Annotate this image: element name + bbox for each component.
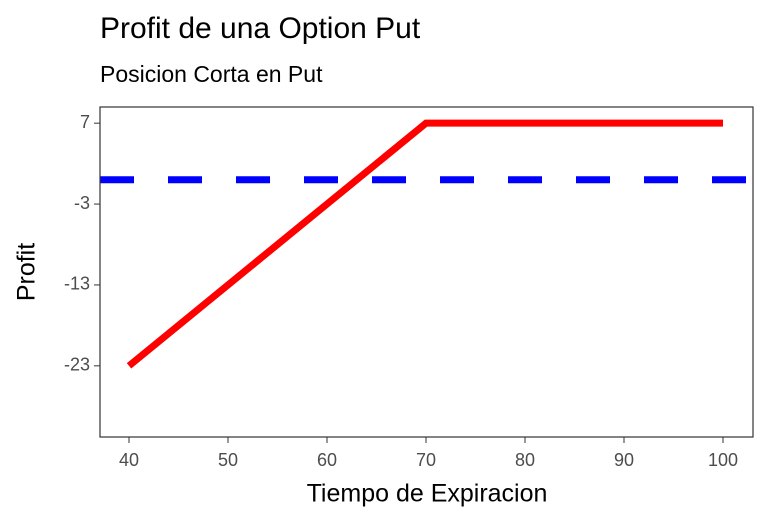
x-tick-label: 40: [119, 450, 139, 470]
data-line: [126, 119, 724, 369]
x-tick-label: 80: [515, 450, 535, 470]
x-tick-label: 50: [218, 450, 238, 470]
x-tick-label: 70: [416, 450, 436, 470]
y-tick-label: 7: [80, 112, 90, 132]
x-tick-label: 100: [708, 450, 738, 470]
y-tick-label: -23: [64, 355, 90, 375]
plot-border: [99, 106, 754, 438]
y-tick-label: -13: [64, 274, 90, 294]
x-axis-label: Tiempo de Expiracion: [307, 480, 548, 508]
chart-subtitle: Posicion Corta en Put: [100, 61, 323, 87]
y-tick-label: -3: [74, 193, 90, 213]
x-tick-label: 90: [614, 450, 634, 470]
x-tick-label: 60: [317, 450, 337, 470]
chart-title: Profit de una Option Put: [100, 12, 421, 45]
y-axis-label: Profit: [13, 243, 41, 301]
